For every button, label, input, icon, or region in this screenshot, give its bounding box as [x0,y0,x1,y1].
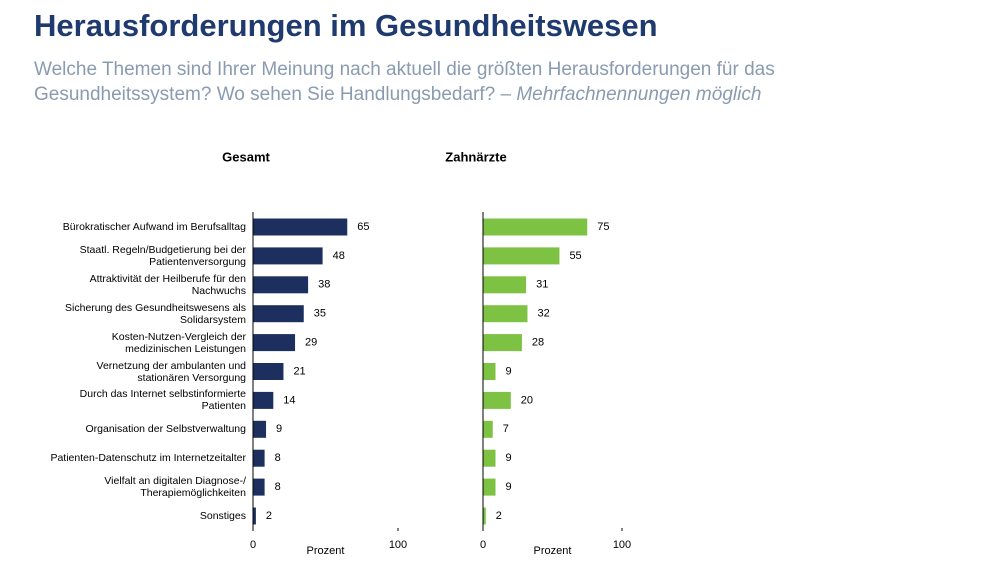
x-tick-label: 100 [389,539,407,551]
value-label: 2 [496,510,502,522]
value-label: 32 [537,308,549,320]
value-label: 65 [357,221,369,233]
subtitle-note: Mehrfachnennungen möglich [516,84,762,105]
bar [253,478,265,496]
value-label: 14 [283,394,295,406]
value-label: 75 [597,221,609,233]
value-label: 9 [506,481,512,493]
bar [483,391,511,409]
bar [483,420,493,438]
value-label: 9 [506,452,512,464]
panel-title: Zahnärzte [445,149,506,164]
bar [483,305,528,323]
bar [483,507,486,525]
value-label: 2 [266,510,272,522]
value-label: 48 [333,250,345,262]
bar [483,218,588,236]
bar [483,363,496,380]
value-label: 31 [536,279,548,291]
category-label: Attraktivität der Heilberufe für den Nac… [89,272,246,297]
category-label: Sonstiges [199,510,246,522]
value-label: 55 [569,250,581,262]
value-label: 9 [506,365,512,377]
bar [483,449,496,467]
value-label: 28 [532,337,544,349]
x-axis-label: Prozent [534,545,572,557]
value-label: 29 [305,337,317,349]
bar [253,507,256,525]
subtitle-text: Welche Themen sind Ihrer Meinung nach ak… [34,59,775,105]
x-tick-label: 0 [250,539,256,551]
category-label: Staatl. Regeln/Budgetierung bei der Pati… [79,243,246,268]
category-label: Vernetzung der ambulanten und stationäre… [96,359,246,384]
bar [253,276,309,294]
category-label: Vielfalt an digitalen Diagnose-/ Therapi… [104,475,246,500]
bar [253,247,323,265]
value-label: 8 [275,452,281,464]
value-label: 20 [521,394,533,406]
value-label: 35 [314,308,326,320]
bar [483,334,522,352]
bar [483,276,527,294]
value-label: 7 [503,423,509,435]
value-label: 21 [293,365,305,377]
x-axis-label: Prozent [307,545,345,557]
bar [253,420,267,438]
category-label: Sicherung des Gesundheitswesens als Soli… [65,301,246,326]
category-label: Organisation der Selbstverwaltung [85,423,246,436]
bar [253,334,296,352]
bar [253,449,265,467]
bar [253,391,274,409]
value-label: 38 [318,279,330,291]
bar [253,305,304,323]
page-title: Herausforderungen im Gesundheitswesen [34,8,658,43]
value-label: 9 [276,423,282,435]
category-label: Patienten-Datenschutz im Internetzeitalt… [50,452,246,465]
bar [253,218,348,236]
category-label: Bürokratischer Aufwand im Berufsalltag [62,221,246,233]
bar [253,363,284,380]
panel-title: Gesamt [222,149,270,164]
value-label: 8 [275,481,281,493]
bar [483,478,496,496]
category-label: Kosten-Nutzen-Vergleich der medizinische… [111,330,246,355]
subtitle: Welche Themen sind Ihrer Meinung nach ak… [34,57,854,107]
x-tick-label: 100 [613,539,631,551]
x-tick-label: 0 [480,539,486,551]
bar [483,247,560,265]
category-label: Durch das Internet selbstinformierte Pat… [79,388,246,413]
